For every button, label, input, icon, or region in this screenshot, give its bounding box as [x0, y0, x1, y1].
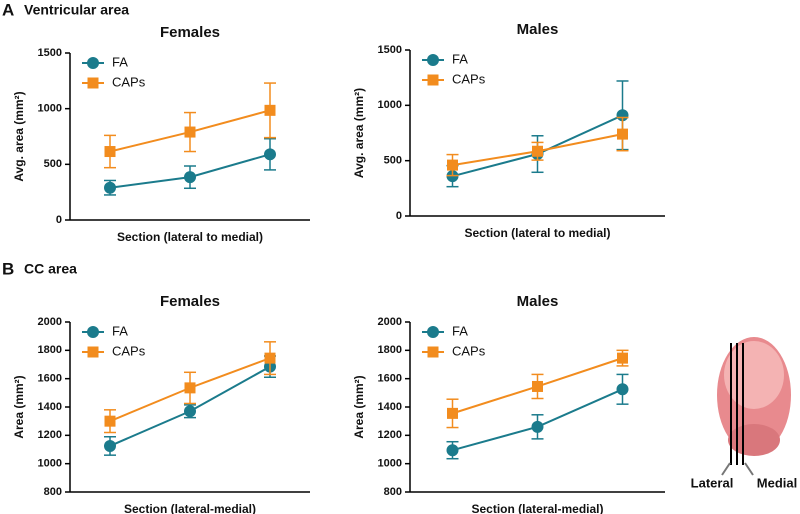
marker: [104, 181, 116, 194]
y-axis-label: Area (mm²): [12, 375, 26, 438]
x-axis-label: Section (lateral-medial): [124, 502, 256, 514]
x-axis-label: Section (lateral-medial): [471, 502, 603, 514]
marker: [264, 104, 276, 116]
marker: [184, 405, 196, 418]
chart-title: Males: [517, 293, 559, 310]
chart: Males Section (lateral to medial) Avg. are…: [352, 21, 665, 240]
chart: Females Section (lateral to medial) Avg. a…: [12, 24, 310, 244]
marker: [184, 171, 196, 184]
chart-title: Males: [517, 21, 559, 38]
legend-label: FA: [452, 323, 468, 338]
y-tick-label: 1400: [38, 401, 62, 413]
legend-label: FA: [112, 54, 128, 69]
marker: [104, 415, 116, 427]
panel-letter: B: [2, 259, 14, 278]
y-tick-label: 2000: [38, 316, 62, 328]
chart: Males Section (lateral-medial) Area (mm²) 8…: [352, 293, 665, 514]
legend-marker: [427, 346, 439, 358]
panel-title: CC area: [24, 261, 77, 277]
legend-marker: [87, 346, 99, 358]
cerebellum: [728, 424, 780, 456]
arrow: [721, 462, 731, 476]
brain-highlight: [724, 341, 784, 409]
legend-label: CAPs: [452, 343, 486, 358]
marker: [531, 420, 544, 433]
y-tick-label: 1500: [38, 47, 62, 59]
marker: [532, 380, 543, 392]
legend-marker: [87, 77, 99, 89]
marker: [104, 439, 116, 452]
brain-illustration: Lateral Medial: [691, 337, 797, 490]
chart-title: Females: [160, 293, 220, 310]
marker: [616, 383, 629, 396]
y-axis-label: Avg. area (mm²): [352, 88, 366, 178]
y-axis-label: Area (mm²): [352, 375, 366, 438]
marker: [616, 109, 629, 122]
legend-marker: [87, 326, 99, 338]
y-tick-label: 800: [384, 486, 402, 498]
marker: [447, 407, 458, 419]
legend-label: CAPs: [112, 343, 146, 358]
marker: [617, 352, 628, 364]
y-tick-label: 1200: [38, 429, 62, 441]
marker: [104, 146, 116, 158]
y-tick-label: 1200: [378, 429, 402, 441]
marker: [184, 382, 196, 394]
y-tick-label: 500: [44, 158, 62, 170]
y-tick-label: 1600: [378, 373, 402, 385]
legend-label: FA: [452, 51, 468, 66]
brain-label: Medial: [757, 475, 797, 490]
y-tick-label: 1800: [38, 344, 62, 356]
y-tick-label: 1000: [38, 103, 62, 115]
y-tick-label: 1000: [38, 458, 62, 470]
y-tick-label: 1600: [38, 373, 62, 385]
y-tick-label: 1500: [378, 44, 402, 56]
legend-marker: [87, 57, 99, 69]
x-axis-label: Section (lateral to medial): [117, 230, 263, 244]
y-tick-label: 2000: [378, 316, 402, 328]
panel-title: Ventricular area: [24, 2, 129, 18]
y-tick-label: 0: [56, 214, 62, 226]
x-axis-label: Section (lateral to medial): [464, 226, 610, 240]
legend-label: FA: [112, 323, 128, 338]
marker: [532, 145, 543, 157]
legend-marker: [427, 326, 439, 338]
y-tick-label: 500: [384, 155, 402, 167]
marker: [447, 159, 458, 171]
legend-label: CAPs: [112, 74, 146, 89]
marker: [184, 126, 196, 138]
brain-label: Lateral: [691, 475, 734, 490]
y-tick-label: 800: [44, 486, 62, 498]
marker: [264, 148, 276, 161]
marker: [446, 444, 459, 457]
y-axis-label: Avg. area (mm²): [12, 91, 26, 181]
legend-label: CAPs: [452, 71, 486, 86]
y-tick-label: 1400: [378, 401, 402, 413]
y-tick-label: 1000: [378, 99, 402, 111]
chart-title: Females: [160, 24, 220, 41]
legend-marker: [427, 74, 439, 86]
y-tick-label: 1000: [378, 458, 402, 470]
marker: [617, 128, 628, 140]
y-tick-label: 1800: [378, 344, 402, 356]
arrow: [744, 462, 754, 476]
legend-marker: [427, 54, 439, 66]
chart: Females Section (lateral-medial) Area (mm²…: [12, 293, 310, 514]
y-tick-label: 0: [396, 210, 402, 222]
panel-letter: A: [2, 0, 14, 19]
marker: [264, 352, 276, 364]
